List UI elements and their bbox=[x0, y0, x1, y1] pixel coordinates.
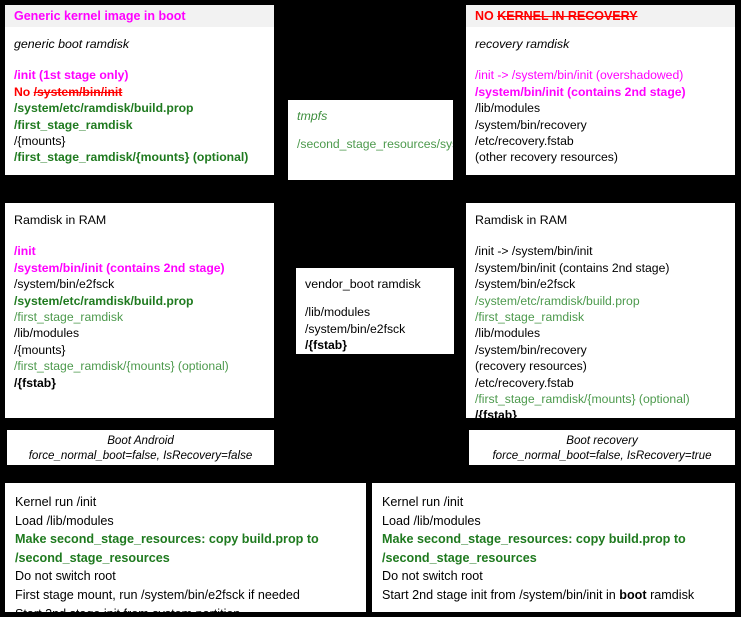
panel-boot-android-steps: Kernel run /init Load /lib/modules Make se… bbox=[5, 483, 366, 612]
ramdisk-right-line-list: /init -> /system/bin/init/system/bin/ini… bbox=[475, 243, 726, 418]
boot-recovery-step-line-2: Make second_stage_resources: copy build.… bbox=[382, 532, 686, 547]
tmpfs-line-0: /second_stage_resources/system/etc/ramdi… bbox=[297, 137, 453, 152]
recovery-header-strikethrough: KERNEL IN RECOVERY bbox=[497, 9, 638, 23]
vendor-boot-line-1: /system/bin/e2fsck bbox=[305, 321, 406, 336]
note-boot-android: Boot Android force_normal_boot=false, Is… bbox=[7, 430, 274, 465]
panel-ramdisk-boot-body: Ramdisk in RAM /init/system/bin/init (co… bbox=[5, 203, 274, 397]
boot-recovery-step-line-4: Do not switch root bbox=[382, 569, 483, 584]
ramdisk-left-line-0: /init bbox=[14, 244, 36, 259]
panel-ramdisk-in-ram-recovery: Ramdisk in RAM /init -> /system/bin/init… bbox=[466, 203, 735, 418]
panel-ramdisk-recovery-body: Ramdisk in RAM /init -> /system/bin/init… bbox=[466, 203, 735, 418]
ramdisk-left-line-6: /{mounts} bbox=[14, 342, 66, 357]
ramdisk-left-line-4: /first_stage_ramdisk bbox=[14, 310, 124, 325]
recovery-line-4: /etc/recovery.fstab bbox=[475, 134, 574, 149]
generic-kernel-line-3: /first_stage_ramdisk bbox=[14, 117, 133, 132]
ramdisk-left-line-7: /first_stage_ramdisk/{mounts} (optional) bbox=[14, 359, 229, 374]
recovery-line-1: /system/bin/init (contains 2nd stage) bbox=[475, 84, 686, 99]
ramdisk-ram-left-title: Ramdisk in RAM bbox=[14, 213, 107, 227]
panel-generic-kernel-header: Generic kernel image in boot bbox=[5, 5, 274, 27]
ramdisk-ram-right-title: Ramdisk in RAM bbox=[475, 213, 568, 227]
generic-kernel-line-2: /system/etc/ramdisk/build.prop bbox=[14, 101, 194, 116]
generic-kernel-line-list: /init (1st stage only) No /system/bin/ini… bbox=[14, 67, 265, 165]
recovery-line-3: /system/bin/recovery bbox=[475, 117, 587, 132]
panel-boot-recovery-steps: Kernel run /init Load /lib/modules Make se… bbox=[372, 483, 735, 612]
ramdisk-left-line-8: /{fstab} bbox=[14, 375, 56, 390]
boot-recovery-step-line-5-text: Start 2nd stage init from /system/bin/in… bbox=[382, 587, 620, 602]
panel-generic-kernel-body: generic boot ramdisk /init (1st stage on… bbox=[5, 27, 274, 172]
ramdisk-right-line-3: /system/etc/ramdisk/build.prop bbox=[475, 293, 640, 308]
ramdisk-left-line-2: /system/bin/e2fsck bbox=[14, 277, 115, 292]
boot-recovery-step-line-0: Kernel run /init bbox=[382, 495, 464, 509]
tmpfs-line-list: /second_stage_resources/system/etc/ramdi… bbox=[297, 136, 453, 152]
panel-recovery-image: NO KERNEL IN RECOVERY recovery ramdisk /… bbox=[466, 5, 735, 175]
panel-ramdisk-in-ram-boot: Ramdisk in RAM /init/system/bin/init (co… bbox=[5, 203, 274, 418]
panel-vendor-boot-body: vendor_boot ramdisk /lib/modules/system/… bbox=[296, 268, 454, 354]
boot-recovery-step-line-3: /second_stage_resources bbox=[382, 550, 537, 565]
panel-generic-kernel-image: Generic kernel image in boot generic boo… bbox=[5, 5, 274, 175]
panel-tmpfs-body: tmpfs /second_stage_resources/system/etc… bbox=[288, 100, 453, 158]
recovery-line-list: /init -> /system/bin/init (overshadowed)… bbox=[475, 67, 726, 165]
ramdisk-right-line-1: /system/bin/init (contains 2nd stage) bbox=[475, 260, 670, 275]
ramdisk-right-line-7: (recovery resources) bbox=[475, 359, 587, 374]
generic-kernel-line-1: No /system/bin/init bbox=[14, 84, 265, 100]
boot-android-step-list: Kernel run /init Load /lib/modules Make se… bbox=[15, 493, 357, 612]
ramdisk-right-line-8: /etc/recovery.fstab bbox=[475, 375, 574, 390]
boot-recovery-line1: Boot recovery bbox=[566, 434, 638, 447]
ramdisk-right-line-10: /{fstab} bbox=[475, 408, 517, 418]
boot-recovery-steps-body: Kernel run /init Load /lib/modules Make se… bbox=[372, 483, 735, 611]
boot-android-step-line-5: First stage mount, run /system/bin/e2fsc… bbox=[15, 587, 300, 602]
note-boot-recovery: Boot recovery force_normal_boot=false, I… bbox=[469, 430, 735, 465]
boot-android-step-line-0: Kernel run /init bbox=[15, 495, 97, 509]
ramdisk-right-line-5: /lib/modules bbox=[475, 326, 541, 341]
boot-recovery-step-line-1: Load /lib/modules bbox=[382, 513, 481, 528]
ramdisk-left-line-3: /system/etc/ramdisk/build.prop bbox=[14, 293, 194, 308]
panel-recovery-body: recovery ramdisk /init -> /system/bin/in… bbox=[466, 27, 735, 172]
panel-vendor-boot-ramdisk: vendor_boot ramdisk /lib/modules/system/… bbox=[296, 268, 454, 354]
ramdisk-right-line-4: /first_stage_ramdisk bbox=[475, 310, 585, 325]
generic-kernel-line-1-prefix: No bbox=[14, 84, 34, 99]
panel-recovery-header: NO KERNEL IN RECOVERY bbox=[466, 5, 735, 27]
ramdisk-right-line-0: /init -> /system/bin/init bbox=[475, 244, 593, 259]
generic-kernel-line-0: /init (1st stage only) bbox=[14, 68, 129, 83]
boot-android-step-line-4: Do not switch root bbox=[15, 569, 116, 584]
ramdisk-right-line-2: /system/bin/e2fsck bbox=[475, 277, 576, 292]
recovery-line-0: /init -> /system/bin/init (overshadowed) bbox=[475, 68, 684, 83]
boot-recovery-step-line-5-suffix: ramdisk bbox=[646, 587, 695, 602]
boot-android-line1: Boot Android bbox=[107, 434, 174, 447]
generic-ramdisk-subtitle: generic boot ramdisk bbox=[14, 37, 130, 51]
vendor-boot-title: vendor_boot ramdisk bbox=[305, 277, 421, 291]
boot-recovery-step-line-5: Start 2nd stage init from /system/bin/in… bbox=[382, 586, 726, 605]
ramdisk-right-line-6: /system/bin/recovery bbox=[475, 342, 587, 357]
generic-kernel-line-1-strikethrough: /system/bin/init bbox=[33, 84, 123, 99]
recovery-line-2: /lib/modules bbox=[475, 101, 541, 116]
boot-recovery-line2: force_normal_boot=false, IsRecovery=true bbox=[492, 449, 712, 462]
vendor-boot-line-list: /lib/modules/system/bin/e2fsck /{fstab} bbox=[305, 304, 446, 353]
boot-android-step-line-6: Start 2nd stage init from system partiti… bbox=[15, 605, 357, 612]
recovery-ramdisk-subtitle: recovery ramdisk bbox=[475, 37, 570, 51]
panel-tmpfs: tmpfs /second_stage_resources/system/etc… bbox=[288, 100, 453, 180]
boot-android-step-line-1: Load /lib/modules bbox=[15, 513, 114, 528]
boot-android-step-line-3: /second_stage_resources bbox=[15, 550, 170, 565]
recovery-line-5: (other recovery resources) bbox=[475, 150, 618, 165]
vendor-boot-line-0: /lib/modules bbox=[305, 305, 371, 320]
ramdisk-left-line-list: /init/system/bin/init (contains 2nd stag… bbox=[14, 243, 265, 391]
vendor-boot-line-2: /{fstab} bbox=[305, 338, 347, 353]
boot-recovery-step-line-5-emphasis: boot bbox=[619, 587, 647, 602]
boot-android-line2: force_normal_boot=false, IsRecovery=fals… bbox=[28, 449, 253, 462]
boot-android-step-line-2: Make second_stage_resources: copy build.… bbox=[15, 532, 319, 547]
tmpfs-subtitle: tmpfs bbox=[297, 109, 328, 123]
ramdisk-left-line-5: /lib/modules bbox=[14, 326, 80, 341]
generic-kernel-line-4: /{mounts} bbox=[14, 134, 66, 149]
ramdisk-right-line-9: /first_stage_ramdisk/{mounts} (optional) bbox=[475, 392, 690, 407]
boot-recovery-step-list: Kernel run /init Load /lib/modules Make se… bbox=[382, 493, 726, 605]
generic-kernel-line-5: /first_stage_ramdisk/{mounts} (optional) bbox=[14, 150, 249, 165]
boot-android-steps-body: Kernel run /init Load /lib/modules Make se… bbox=[5, 483, 366, 612]
recovery-header-prefix: NO bbox=[475, 9, 498, 23]
ramdisk-left-line-1: /system/bin/init (contains 2nd stage) bbox=[14, 260, 225, 275]
